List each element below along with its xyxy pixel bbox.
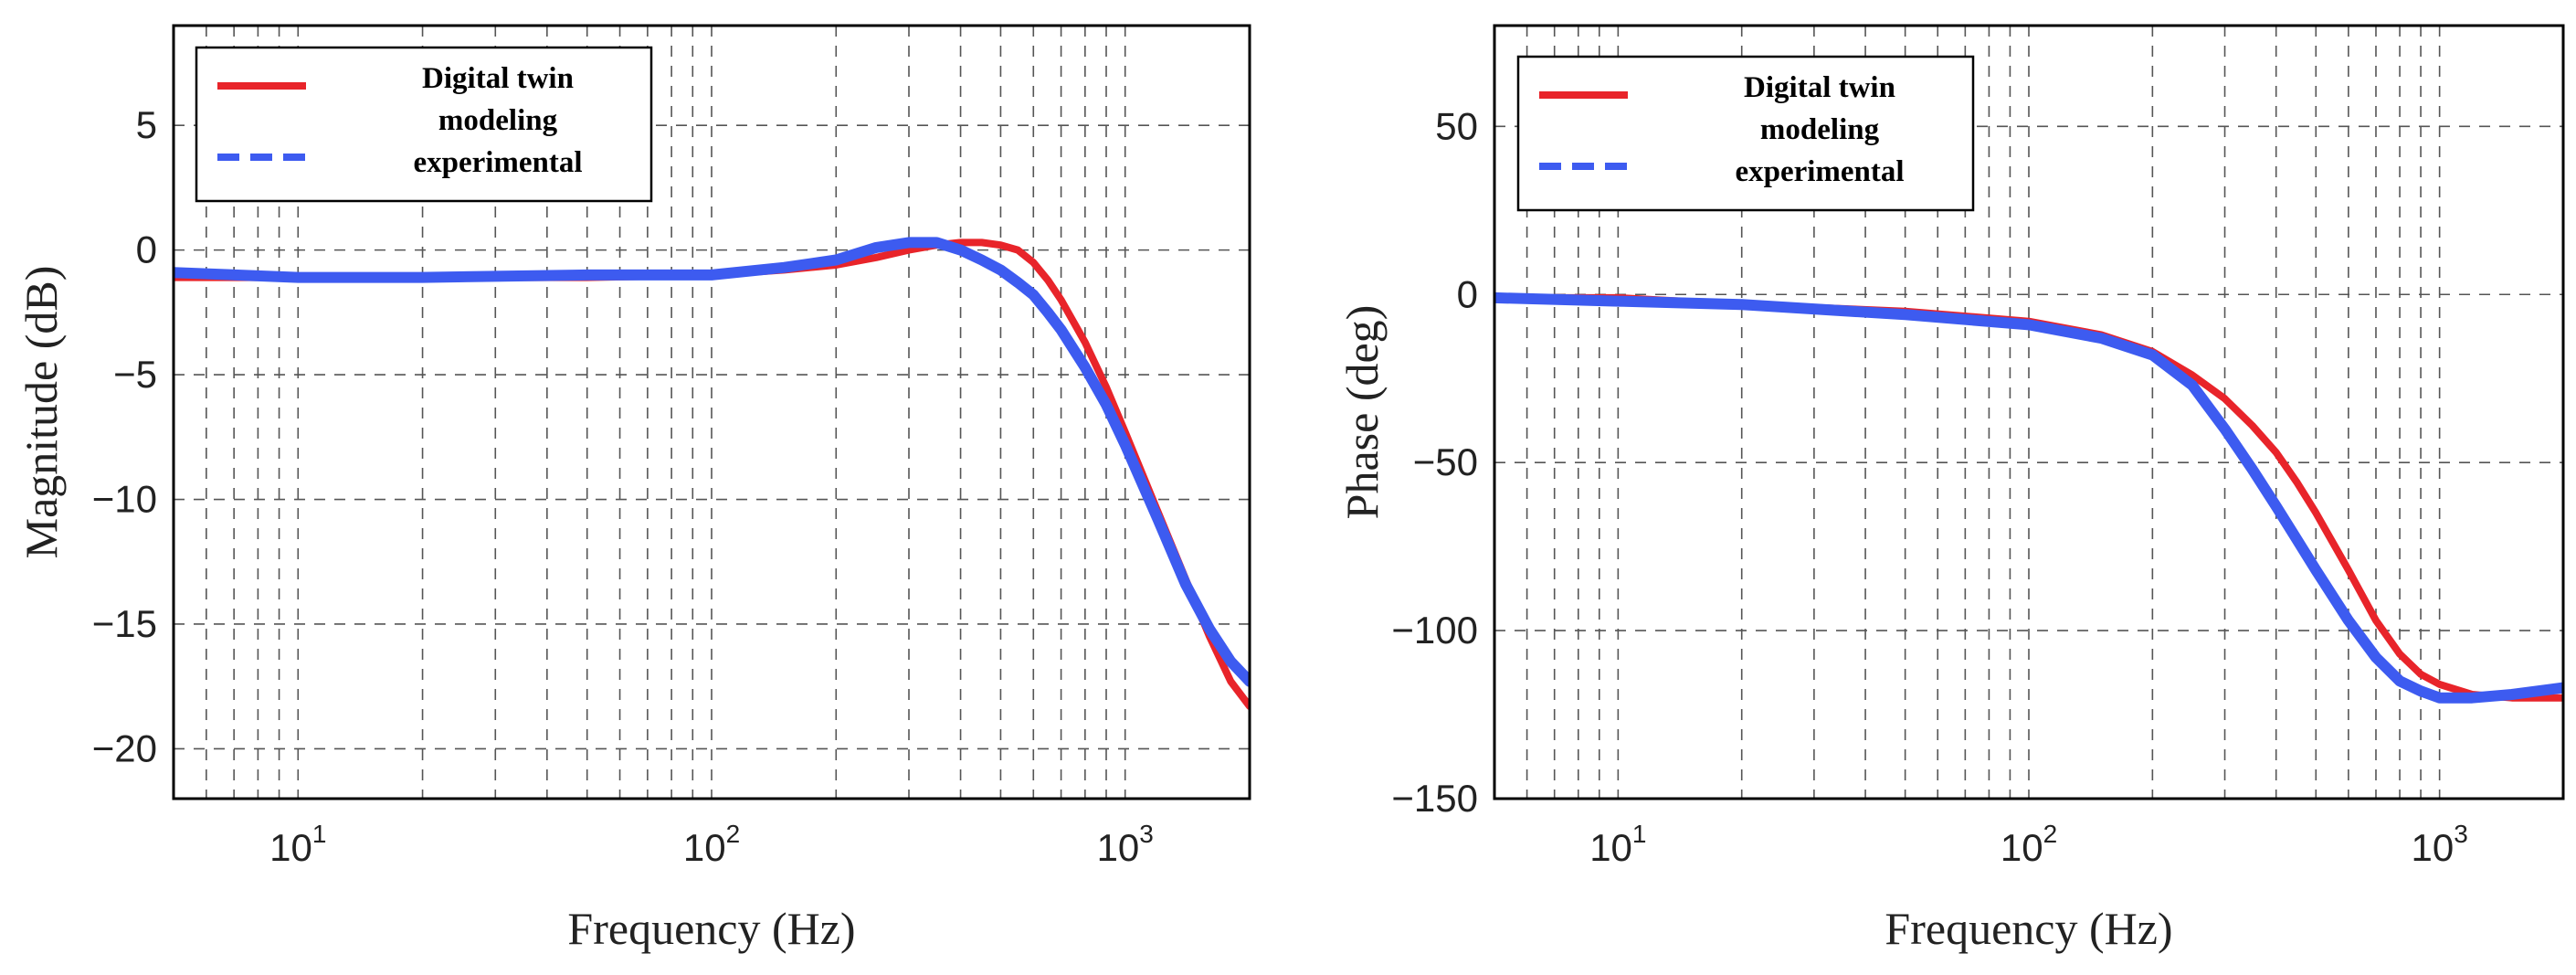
phase-y-tick-label: 50 [1435,104,1478,147]
phase-legend: Digital twin modeling experimental [1516,55,1975,212]
magnitude-legend-line1: Digital twin [422,62,574,95]
magnitude-y-axis-label: Magnitude (dB) [16,266,67,559]
magnitude-y-tick-label: −15 [92,602,157,645]
magnitude-legend-line2: modeling [438,104,558,137]
phase-x-tick-label: 102 [2001,820,2057,869]
magnitude-x-tick-label: 101 [269,820,326,869]
magnitude-plot-area [174,237,1250,710]
phase-y-tick-label: −150 [1391,777,1478,820]
magnitude-x-ticks: 101 102 103 [269,820,1154,869]
magnitude-legend-line3: experimental [413,146,582,179]
phase-y-tick-label: −100 [1391,609,1478,652]
phase-y-ticks: 50 0 −50 −100 −150 [1391,104,1478,820]
phase-series-experimental [1494,291,2563,704]
phase-legend-line1: Digital twin [1744,71,1895,104]
phase-x-ticks: 101 102 103 [1589,820,2468,869]
phase-x-tick-label: 101 [1589,820,1646,869]
magnitude-axes-frame [172,24,1251,800]
magnitude-series-experimental [174,237,1250,687]
phase-y-tick-label: −50 [1413,440,1478,483]
magnitude-y-tick-label: −5 [113,353,157,396]
magnitude-x-axis-label: Frequency (Hz) [567,903,855,954]
magnitude-y-tick-label: −20 [92,726,157,769]
magnitude-y-tick-label: 0 [136,228,157,271]
magnitude-x-tick-label: 103 [1097,820,1154,869]
phase-x-tick-label: 103 [2411,820,2467,869]
magnitude-y-tick-label: −10 [92,478,157,521]
magnitude-y-tick-label: 5 [136,103,157,146]
magnitude-legend: Digital twin modeling experimental [195,46,653,203]
phase-panel: 500−50−100−150 101 102 103 Frequency (Hz) … [1336,24,2565,954]
magnitude-x-tick-label: 102 [683,820,740,869]
phase-legend-line2: modeling [1760,113,1880,146]
phase-legend-line3: experimental [1735,155,1904,188]
magnitude-panel: 5 0 −5 −10 −15 −20 101 102 103 Frequency (Hz) M… [16,24,1251,954]
phase-y-axis-label: Phase (deg) [1336,305,1388,520]
phase-y-tick-label: 0 [1457,272,1478,315]
phase-x-axis-label: Frequency (Hz) [1884,903,2172,954]
phase-axes-frame [1493,24,2565,800]
magnitude-y-ticks: 5 0 −5 −10 −15 −20 [92,103,157,769]
phase-plot-area [1494,291,2563,704]
magnitude-legend-box [195,46,653,203]
phase-legend-box [1516,55,1975,212]
